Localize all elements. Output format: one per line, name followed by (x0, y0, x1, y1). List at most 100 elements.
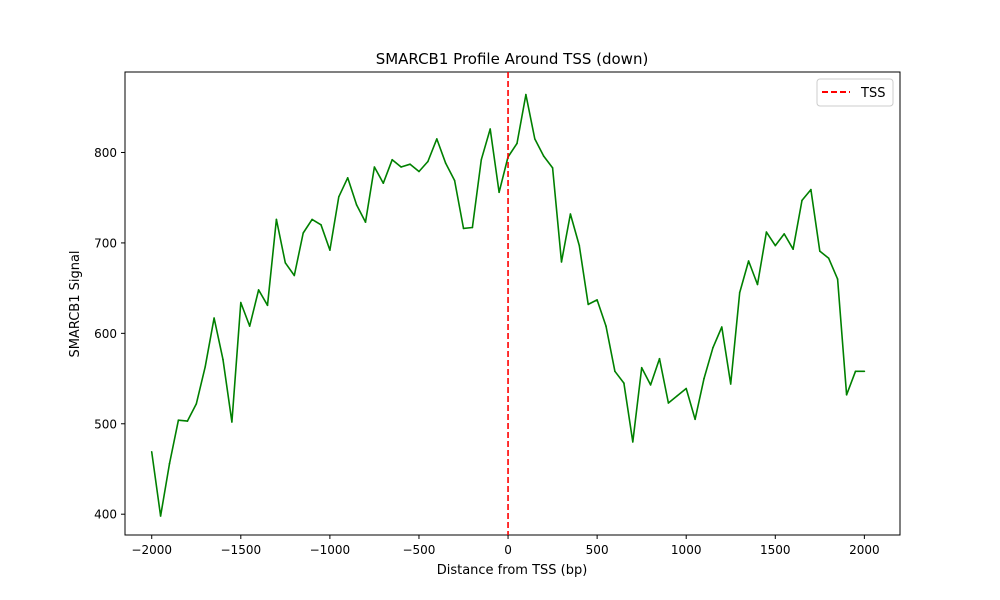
data-point (266, 304, 269, 307)
x-tick-label: −1000 (310, 543, 351, 557)
plot-frame (124, 71, 901, 536)
data-point (551, 167, 554, 169)
data-point (444, 162, 447, 165)
data-point (355, 204, 358, 206)
data-point (150, 451, 153, 453)
data-point (649, 384, 652, 386)
x-tick-label: 1500 (760, 543, 791, 557)
y-tick-label: 500 (94, 417, 117, 431)
data-point (569, 213, 572, 215)
chart-title: SMARCB1 Profile Around TSS (down) (376, 50, 649, 68)
data-point (774, 244, 777, 247)
data-point (453, 179, 456, 182)
data-point (703, 377, 705, 380)
data-point (516, 142, 518, 145)
data-point (302, 232, 305, 234)
data-point (623, 382, 625, 384)
data-point (213, 317, 215, 319)
x-tick-label: −1500 (221, 543, 262, 557)
data-point (311, 218, 313, 221)
data-point (587, 303, 589, 306)
data-point (845, 394, 848, 396)
x-tick-label: −500 (402, 543, 435, 557)
data-point (721, 326, 723, 328)
y-tick-label: 700 (94, 236, 117, 250)
y-axis-label: SMARCB1 Signal (68, 250, 83, 357)
data-point (391, 158, 394, 161)
data-point (427, 160, 429, 163)
data-point (534, 138, 536, 140)
data-point (712, 347, 714, 349)
data-point (854, 370, 857, 373)
data-point (614, 370, 616, 373)
data-point (320, 224, 322, 226)
data-point (338, 196, 340, 198)
data-point (462, 227, 465, 230)
data-point (186, 420, 189, 422)
plot-area: −2000 −1500 −1000 −500 0 500 1000 1500 2000 400 5… (94, 71, 901, 557)
data-point (222, 358, 224, 361)
y-tick-label: 600 (94, 327, 117, 341)
data-point (373, 166, 376, 168)
legend-box (816, 78, 894, 107)
data-point (248, 325, 251, 327)
data-point (489, 128, 492, 130)
data-point (195, 403, 198, 405)
data-point (409, 163, 411, 165)
y-axis-ticks: 400 500 600 700 800 (94, 146, 125, 522)
data-point (801, 199, 803, 202)
data-point (560, 261, 563, 263)
x-tick-label: 1000 (671, 543, 702, 557)
data-point (231, 421, 233, 423)
data-point (293, 274, 296, 277)
x-axis-ticks: −2000 −1500 −1000 −500 0 500 1000 1500 2000 (131, 535, 880, 557)
data-point (204, 366, 206, 368)
x-tick-label: −2000 (131, 543, 172, 557)
data-point (525, 93, 527, 96)
data-point (640, 366, 643, 369)
data-point (685, 387, 687, 390)
x-axis-label: Distance from TSS (bp) (437, 563, 588, 578)
data-point (810, 188, 812, 191)
data-point (240, 301, 242, 304)
data-point (382, 182, 385, 184)
data-point (783, 233, 785, 235)
data-point (498, 191, 500, 194)
data-point (658, 357, 661, 360)
data-point (168, 462, 171, 465)
data-point (756, 283, 759, 286)
data-point (329, 249, 331, 251)
data-point (676, 394, 679, 397)
data-point (747, 260, 750, 262)
data-point (694, 418, 696, 421)
data-point (346, 177, 349, 179)
data-point (667, 402, 670, 404)
legend: TSS (816, 78, 894, 107)
data-point (596, 299, 598, 301)
data-point (400, 166, 402, 168)
x-tick-label: 2000 (849, 543, 880, 557)
data-point (605, 325, 607, 327)
data-point (836, 278, 839, 280)
data-point (480, 158, 483, 161)
data-point (792, 248, 794, 250)
data-point (177, 419, 180, 422)
data-point (578, 244, 581, 247)
data-point (632, 441, 634, 443)
data-point (765, 231, 768, 233)
data-point (364, 221, 367, 223)
data-point (819, 250, 821, 252)
x-tick-label: 0 (504, 543, 512, 557)
data-point (471, 226, 474, 229)
data-point (827, 257, 830, 260)
legend-tss-label: TSS (860, 86, 885, 101)
data-point (257, 289, 260, 291)
y-tick-label: 800 (94, 146, 117, 160)
y-tick-label: 400 (94, 508, 117, 522)
data-point (418, 170, 420, 173)
data-point (729, 383, 732, 385)
data-point (159, 515, 162, 517)
data-point (275, 218, 278, 221)
x-tick-label: 500 (586, 543, 609, 557)
data-point (542, 155, 545, 157)
